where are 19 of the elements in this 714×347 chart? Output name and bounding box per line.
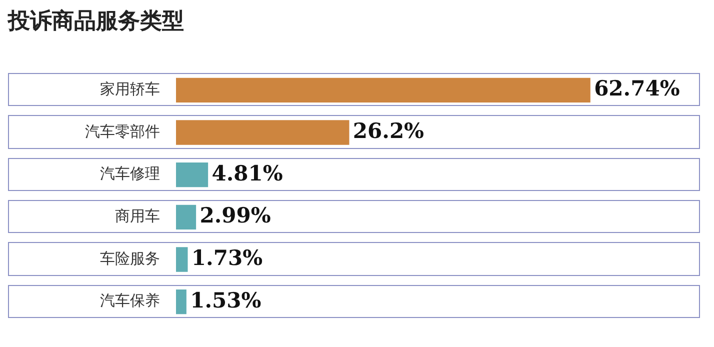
chart-title: 投诉商品服务类型: [8, 8, 185, 36]
data-label: 1.53%: [190, 287, 262, 312]
bar: [176, 120, 350, 145]
y-tick-label: 车险服务: [100, 249, 160, 268]
bar: [176, 162, 208, 188]
bar: [176, 247, 188, 272]
y-tick-label: 家用轿车: [100, 80, 160, 98]
bar: [176, 78, 590, 102]
y-tick-label: 汽车保养: [100, 292, 160, 310]
data-label: 4.81%: [212, 160, 283, 186]
y-tick-label: 商用车: [115, 207, 160, 226]
y-tick-label: 汽车修理: [100, 164, 160, 183]
data-label: 2.99%: [200, 202, 271, 228]
bar: [176, 204, 196, 230]
y-tick-label: 汽车零部件: [85, 122, 160, 140]
data-label: 62.74%: [594, 76, 680, 101]
data-label: 1.73%: [191, 244, 263, 270]
data-label: 26.2%: [352, 118, 424, 143]
bar: [176, 290, 186, 314]
